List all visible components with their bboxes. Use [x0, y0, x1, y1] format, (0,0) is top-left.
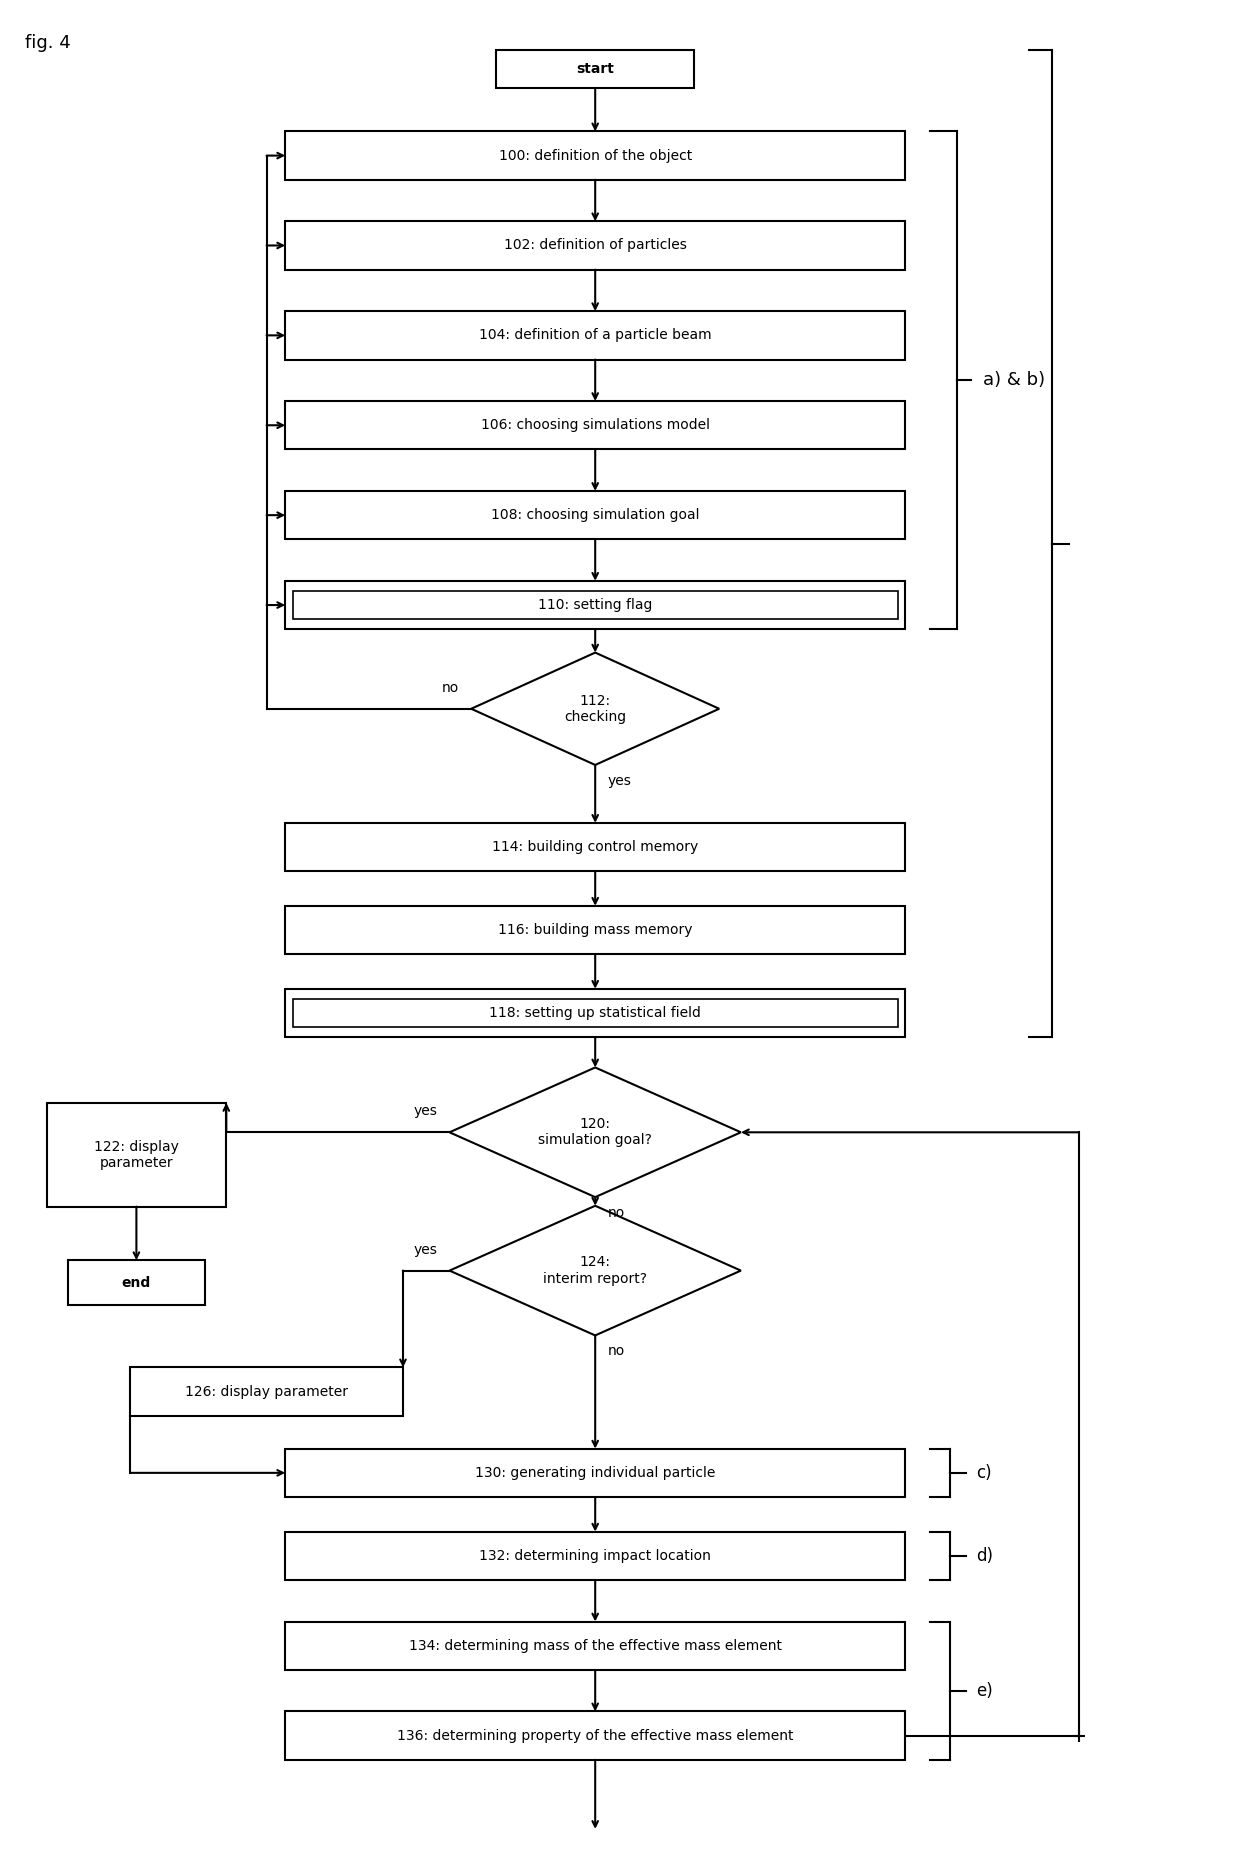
- Text: 114: building control memory: 114: building control memory: [492, 840, 698, 853]
- Text: a) & b): a) & b): [983, 372, 1045, 390]
- Bar: [68, 1260, 205, 1305]
- Bar: [130, 1367, 403, 1415]
- Text: end: end: [122, 1275, 151, 1290]
- Bar: [496, 50, 694, 88]
- Polygon shape: [449, 1068, 740, 1197]
- Text: yes: yes: [608, 773, 631, 788]
- Bar: [285, 491, 905, 540]
- Polygon shape: [449, 1206, 740, 1335]
- Text: 104: definition of a particle beam: 104: definition of a particle beam: [479, 329, 712, 342]
- Text: 124:
interim report?: 124: interim report?: [543, 1255, 647, 1286]
- Text: c): c): [976, 1464, 991, 1482]
- Bar: [285, 823, 905, 872]
- Polygon shape: [471, 653, 719, 765]
- Bar: [285, 312, 905, 360]
- Text: 134: determining mass of the effective mass element: 134: determining mass of the effective m…: [409, 1639, 781, 1652]
- Text: no: no: [608, 1206, 625, 1219]
- Text: 102: definition of particles: 102: definition of particles: [503, 239, 687, 252]
- Text: fig. 4: fig. 4: [25, 34, 71, 52]
- Text: 122: display
parameter: 122: display parameter: [94, 1139, 179, 1171]
- Bar: [285, 905, 905, 954]
- Text: 118: setting up statistical field: 118: setting up statistical field: [490, 1006, 701, 1019]
- Text: e): e): [976, 1682, 992, 1699]
- Text: d): d): [976, 1548, 993, 1565]
- Text: 126: display parameter: 126: display parameter: [185, 1385, 348, 1398]
- Bar: [285, 401, 905, 450]
- Text: 108: choosing simulation goal: 108: choosing simulation goal: [491, 508, 699, 523]
- Text: 110: setting flag: 110: setting flag: [538, 597, 652, 612]
- Text: yes: yes: [413, 1243, 436, 1256]
- Bar: [285, 1531, 905, 1579]
- Text: 136: determining property of the effective mass element: 136: determining property of the effecti…: [397, 1729, 794, 1742]
- Text: 132: determining impact location: 132: determining impact location: [480, 1550, 711, 1563]
- Bar: [285, 222, 905, 269]
- Text: 120:
simulation goal?: 120: simulation goal?: [538, 1116, 652, 1148]
- Text: 130: generating individual particle: 130: generating individual particle: [475, 1466, 715, 1481]
- Text: 100: definition of the object: 100: definition of the object: [498, 149, 692, 162]
- Bar: [285, 581, 905, 629]
- Text: no: no: [441, 681, 459, 695]
- Text: 116: building mass memory: 116: building mass memory: [498, 922, 692, 937]
- Text: no: no: [608, 1344, 625, 1357]
- Text: start: start: [577, 62, 614, 77]
- Bar: [285, 1622, 905, 1669]
- Bar: [285, 1712, 905, 1761]
- Bar: [47, 1103, 226, 1206]
- Text: 106: choosing simulations model: 106: choosing simulations model: [481, 418, 709, 433]
- Text: yes: yes: [413, 1105, 436, 1118]
- Bar: [285, 131, 905, 179]
- Bar: [293, 999, 898, 1027]
- Text: 112:
checking: 112: checking: [564, 695, 626, 724]
- Bar: [285, 1449, 905, 1497]
- Bar: [293, 592, 898, 618]
- Bar: [285, 990, 905, 1038]
